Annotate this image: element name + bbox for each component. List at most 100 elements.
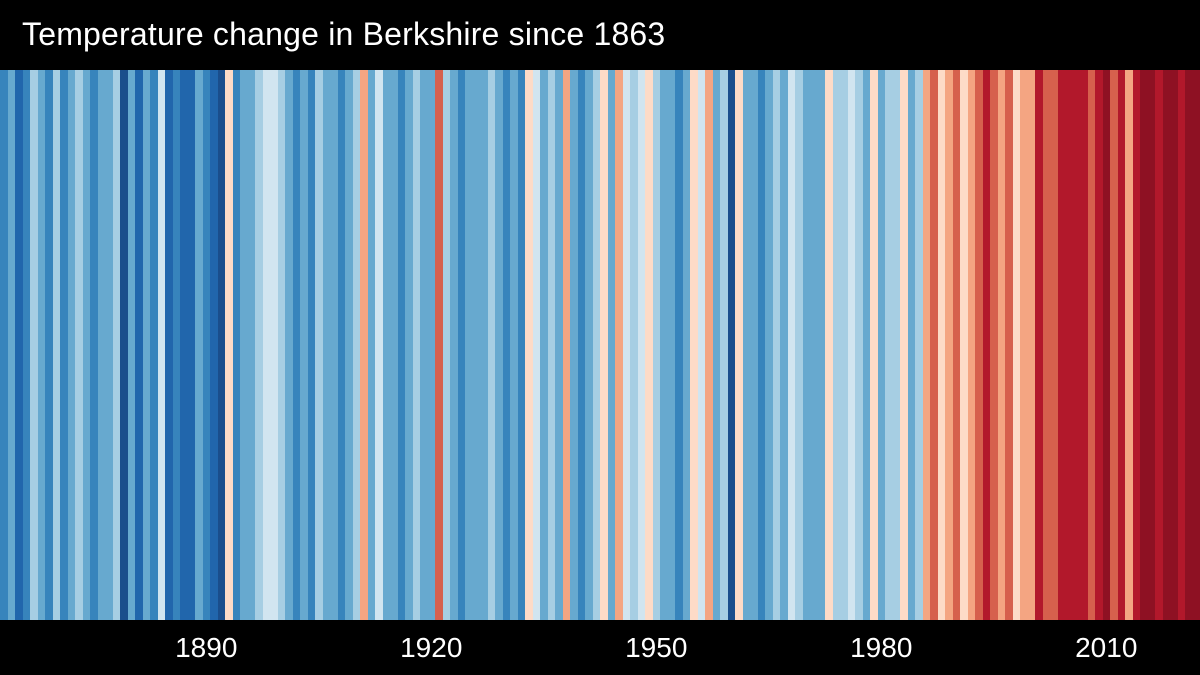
stripe-year <box>780 70 788 620</box>
stripe-year <box>405 70 413 620</box>
stripe-year <box>608 70 616 620</box>
axis-tick: 2010 <box>1075 632 1137 664</box>
stripe-year <box>195 70 203 620</box>
stripe-year <box>698 70 706 620</box>
stripe-year <box>518 70 526 620</box>
stripe-year <box>218 70 226 620</box>
stripe-year <box>413 70 421 620</box>
stripe-year <box>1080 70 1088 620</box>
stripe-year <box>458 70 466 620</box>
stripe-year <box>38 70 46 620</box>
stripe-year <box>338 70 346 620</box>
stripe-year <box>360 70 368 620</box>
stripe-year <box>345 70 353 620</box>
stripe-year <box>1073 70 1081 620</box>
stripe-year <box>563 70 571 620</box>
stripe-year <box>765 70 773 620</box>
stripe-year <box>60 70 68 620</box>
stripe-year <box>278 70 286 620</box>
stripe-year <box>945 70 953 620</box>
stripe-year <box>158 70 166 620</box>
stripe-year <box>533 70 541 620</box>
stripe-year <box>525 70 533 620</box>
stripe-year <box>758 70 766 620</box>
stripe-year <box>1163 70 1171 620</box>
stripe-year <box>953 70 961 620</box>
stripes-area <box>0 70 1200 620</box>
stripe-year <box>398 70 406 620</box>
stripe-year <box>1028 70 1036 620</box>
stripe-year <box>930 70 938 620</box>
stripe-year <box>368 70 376 620</box>
stripe-year <box>705 70 713 620</box>
stripe-year <box>495 70 503 620</box>
stripe-year <box>833 70 841 620</box>
stripe-year <box>998 70 1006 620</box>
stripe-year <box>420 70 428 620</box>
stripe-year <box>900 70 908 620</box>
stripe-year <box>795 70 803 620</box>
stripe-year <box>165 70 173 620</box>
stripe-year <box>720 70 728 620</box>
stripe-year <box>323 70 331 620</box>
stripe-year <box>480 70 488 620</box>
stripe-year <box>615 70 623 620</box>
stripe-year <box>435 70 443 620</box>
stripe-year <box>735 70 743 620</box>
stripe-year <box>390 70 398 620</box>
stripe-year <box>1110 70 1118 620</box>
stripe-year <box>488 70 496 620</box>
stripe-year <box>585 70 593 620</box>
stripe-year <box>105 70 113 620</box>
stripe-year <box>1095 70 1103 620</box>
stripe-year <box>630 70 638 620</box>
stripe-year <box>503 70 511 620</box>
stripe-year <box>660 70 668 620</box>
stripe-year <box>990 70 998 620</box>
stripe-year <box>450 70 458 620</box>
stripe-year <box>1103 70 1111 620</box>
stripe-year <box>90 70 98 620</box>
stripe-year <box>885 70 893 620</box>
stripe-year <box>1050 70 1058 620</box>
stripe-year <box>45 70 53 620</box>
stripe-year <box>908 70 916 620</box>
stripe-year <box>968 70 976 620</box>
stripe-year <box>210 70 218 620</box>
stripe-year <box>270 70 278 620</box>
stripe-year <box>923 70 931 620</box>
stripe-year <box>653 70 661 620</box>
stripe-year <box>15 70 23 620</box>
stripe-year <box>143 70 151 620</box>
stripe-year <box>1043 70 1051 620</box>
stripe-year <box>645 70 653 620</box>
stripe-year <box>510 70 518 620</box>
stripe-year <box>1035 70 1043 620</box>
stripe-year <box>915 70 923 620</box>
stripe-year <box>1178 70 1186 620</box>
stripe-year <box>285 70 293 620</box>
stripe-year <box>540 70 548 620</box>
stripe-year <box>773 70 781 620</box>
stripe-year <box>788 70 796 620</box>
stripe-year <box>548 70 556 620</box>
stripe-year <box>593 70 601 620</box>
stripe-year <box>1148 70 1156 620</box>
stripe-year <box>555 70 563 620</box>
stripe-year <box>150 70 158 620</box>
axis-tick: 1920 <box>400 632 462 664</box>
stripe-year <box>803 70 811 620</box>
stripe-year <box>1193 70 1200 620</box>
stripe-year <box>893 70 901 620</box>
stripe-year <box>75 70 83 620</box>
stripe-year <box>83 70 91 620</box>
stripe-year <box>23 70 31 620</box>
stripe-year <box>1133 70 1141 620</box>
stripe-year <box>240 70 248 620</box>
stripe-year <box>30 70 38 620</box>
chart-title: Temperature change in Berkshire since 18… <box>0 0 1200 54</box>
stripe-year <box>1088 70 1096 620</box>
stripe-year <box>1185 70 1193 620</box>
axis-tick: 1890 <box>175 632 237 664</box>
stripe-year <box>443 70 451 620</box>
